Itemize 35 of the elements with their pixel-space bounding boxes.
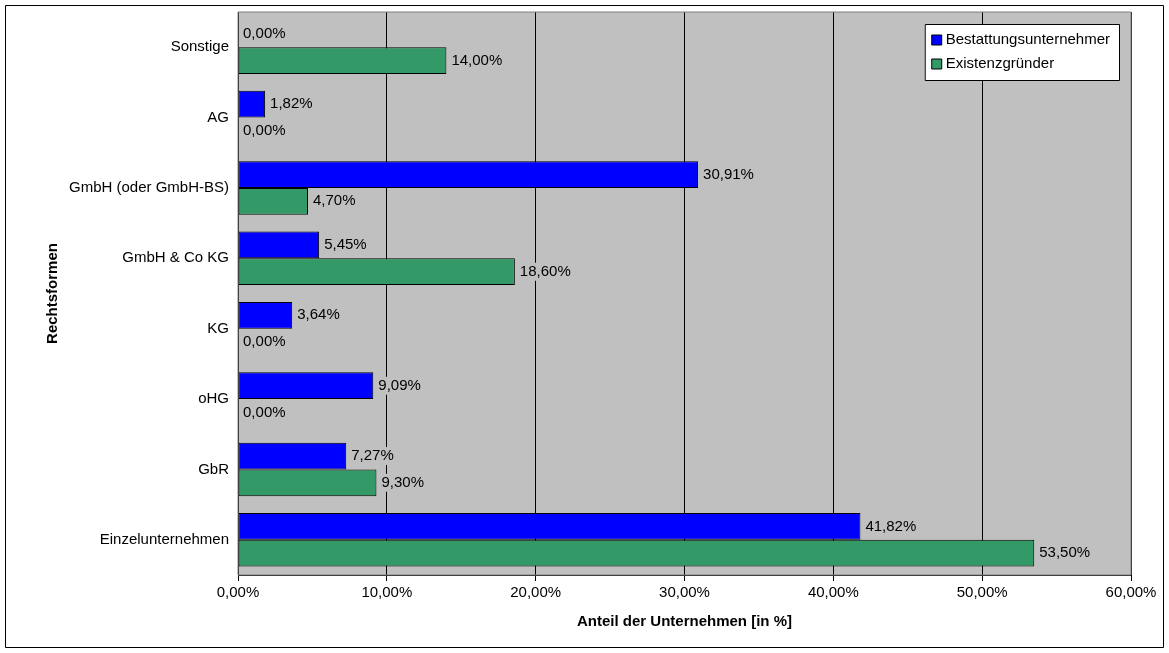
x-tick-label: 30,00% xyxy=(659,583,710,601)
y-axis-title: Rechtsformen xyxy=(43,243,61,344)
y-tick-label: AG xyxy=(207,107,230,125)
y-tick-label: GbR xyxy=(198,459,230,477)
y-tick-label: oHG xyxy=(198,389,230,407)
x-tick-label: 20,00% xyxy=(510,583,562,601)
x-tick-label: 0,00% xyxy=(216,583,260,601)
y-tick-label: GmbH & Co KG xyxy=(122,248,230,266)
data-label: 30,91% xyxy=(703,164,754,182)
data-label: 41,82% xyxy=(865,516,917,534)
x-tick-label: 50,00% xyxy=(956,583,1008,601)
data-label: 0,00% xyxy=(243,121,286,139)
data-label: 14,00% xyxy=(451,50,503,68)
legend-label: Bestattungsunternehmer xyxy=(945,30,1111,48)
data-label: 0,00% xyxy=(243,23,286,41)
data-label: 0,00% xyxy=(243,332,286,350)
y-tick-label: Sonstige xyxy=(170,37,230,55)
data-label: 9,30% xyxy=(381,472,424,490)
data-label: 0,00% xyxy=(243,402,286,420)
data-label: 1,82% xyxy=(270,94,313,112)
y-tick-label: GmbH (oder GmbH-BS) xyxy=(69,178,230,196)
data-label: 5,45% xyxy=(324,235,367,253)
legend-label: Existenzgründer xyxy=(945,54,1055,72)
data-label: 53,50% xyxy=(1039,543,1091,561)
y-tick-label: Einzelunternehmen xyxy=(99,529,230,547)
data-label: 3,64% xyxy=(297,305,340,323)
x-axis-title: Anteil der Unternehmen [in %] xyxy=(577,612,793,630)
data-label: 18,60% xyxy=(519,261,571,279)
x-tick-label: 10,00% xyxy=(361,583,413,601)
data-label: 9,09% xyxy=(378,375,421,393)
data-label: 4,70% xyxy=(312,191,356,209)
data-label: 7,27% xyxy=(351,446,394,464)
x-tick-label: 40,00% xyxy=(807,583,859,601)
y-tick-label: KG xyxy=(207,318,230,336)
x-tick-label: 60,00% xyxy=(1105,583,1157,601)
